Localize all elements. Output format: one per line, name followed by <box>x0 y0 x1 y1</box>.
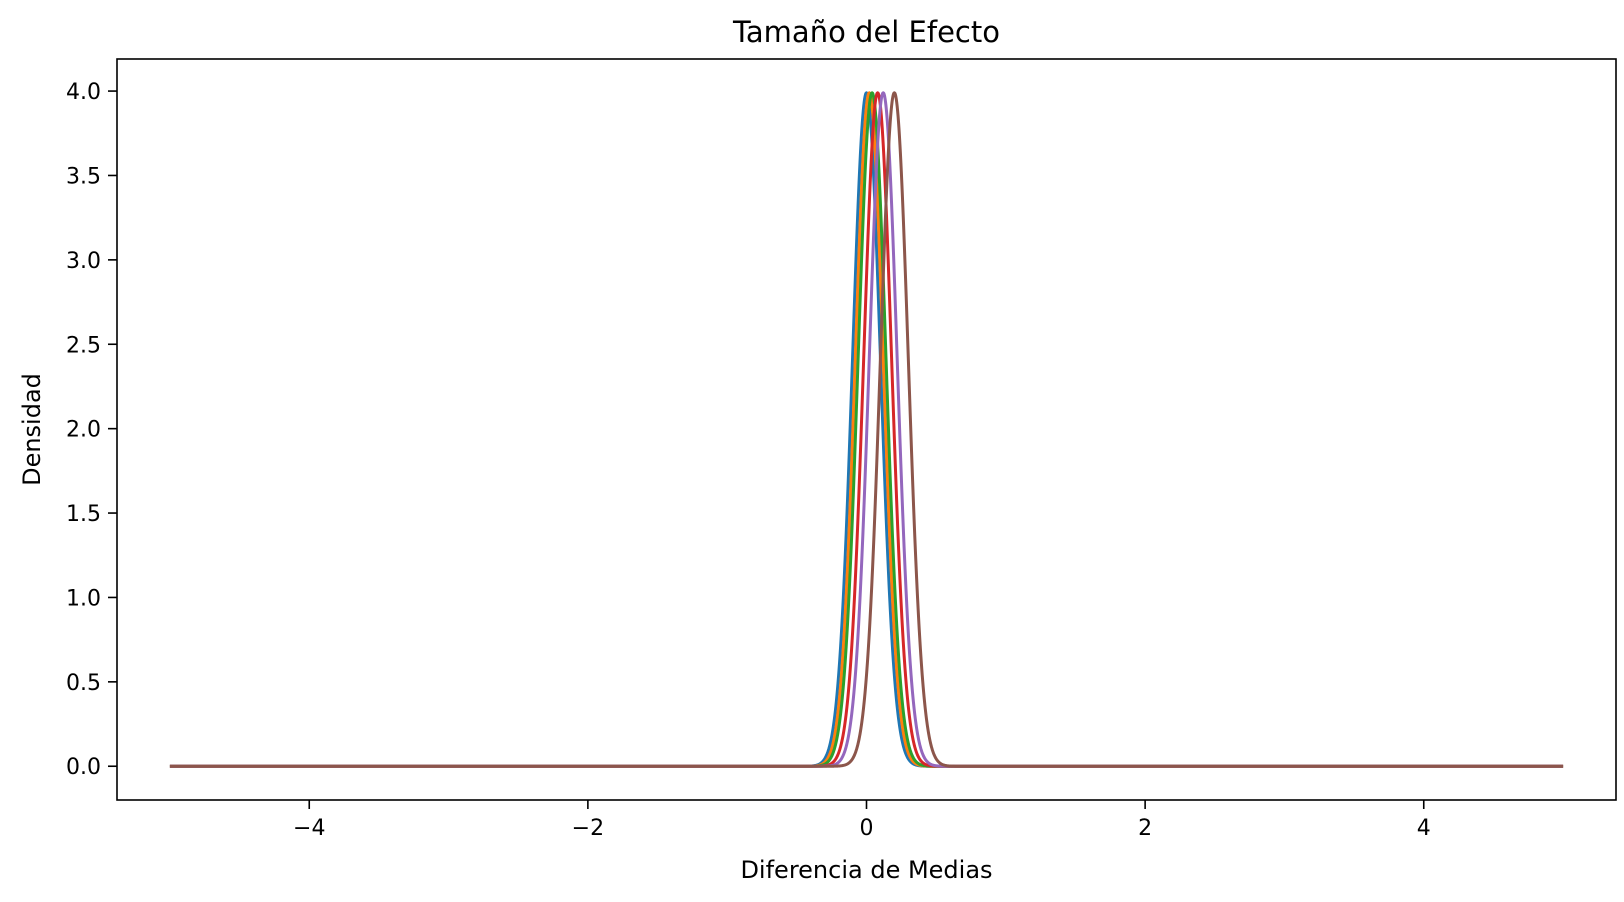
y-tick-label: 4.0 <box>66 80 101 105</box>
y-tick-label: 0.0 <box>66 755 101 780</box>
x-tick-label: 4 <box>1417 816 1431 841</box>
y-tick-label: 2.5 <box>66 333 101 358</box>
chart-title: Tamaño del Efecto <box>732 15 1000 49</box>
y-axis-ticks: 0.0 0.5 1.0 1.5 2.0 2.5 3.0 3.5 4.0 <box>66 80 117 780</box>
x-tick-label: −2 <box>572 816 604 841</box>
series-line-6 <box>168 91 1565 768</box>
x-axis-label: Diferencia de Medias <box>740 856 992 884</box>
y-tick-label: 0.5 <box>66 671 101 696</box>
y-tick-label: 3.0 <box>66 249 101 274</box>
x-axis-ticks: −4 −2 0 2 4 <box>293 800 1431 841</box>
y-tick-label: 1.5 <box>66 502 101 527</box>
y-axis-label: Densidad <box>18 373 46 486</box>
y-tick-label: 2.0 <box>66 418 101 443</box>
y-tick-label: 1.0 <box>66 586 101 611</box>
x-tick-label: −4 <box>293 816 325 841</box>
x-tick-label: 0 <box>860 816 874 841</box>
x-tick-label: 2 <box>1138 816 1152 841</box>
y-tick-label: 3.5 <box>66 164 101 189</box>
series-layer <box>168 91 1565 768</box>
